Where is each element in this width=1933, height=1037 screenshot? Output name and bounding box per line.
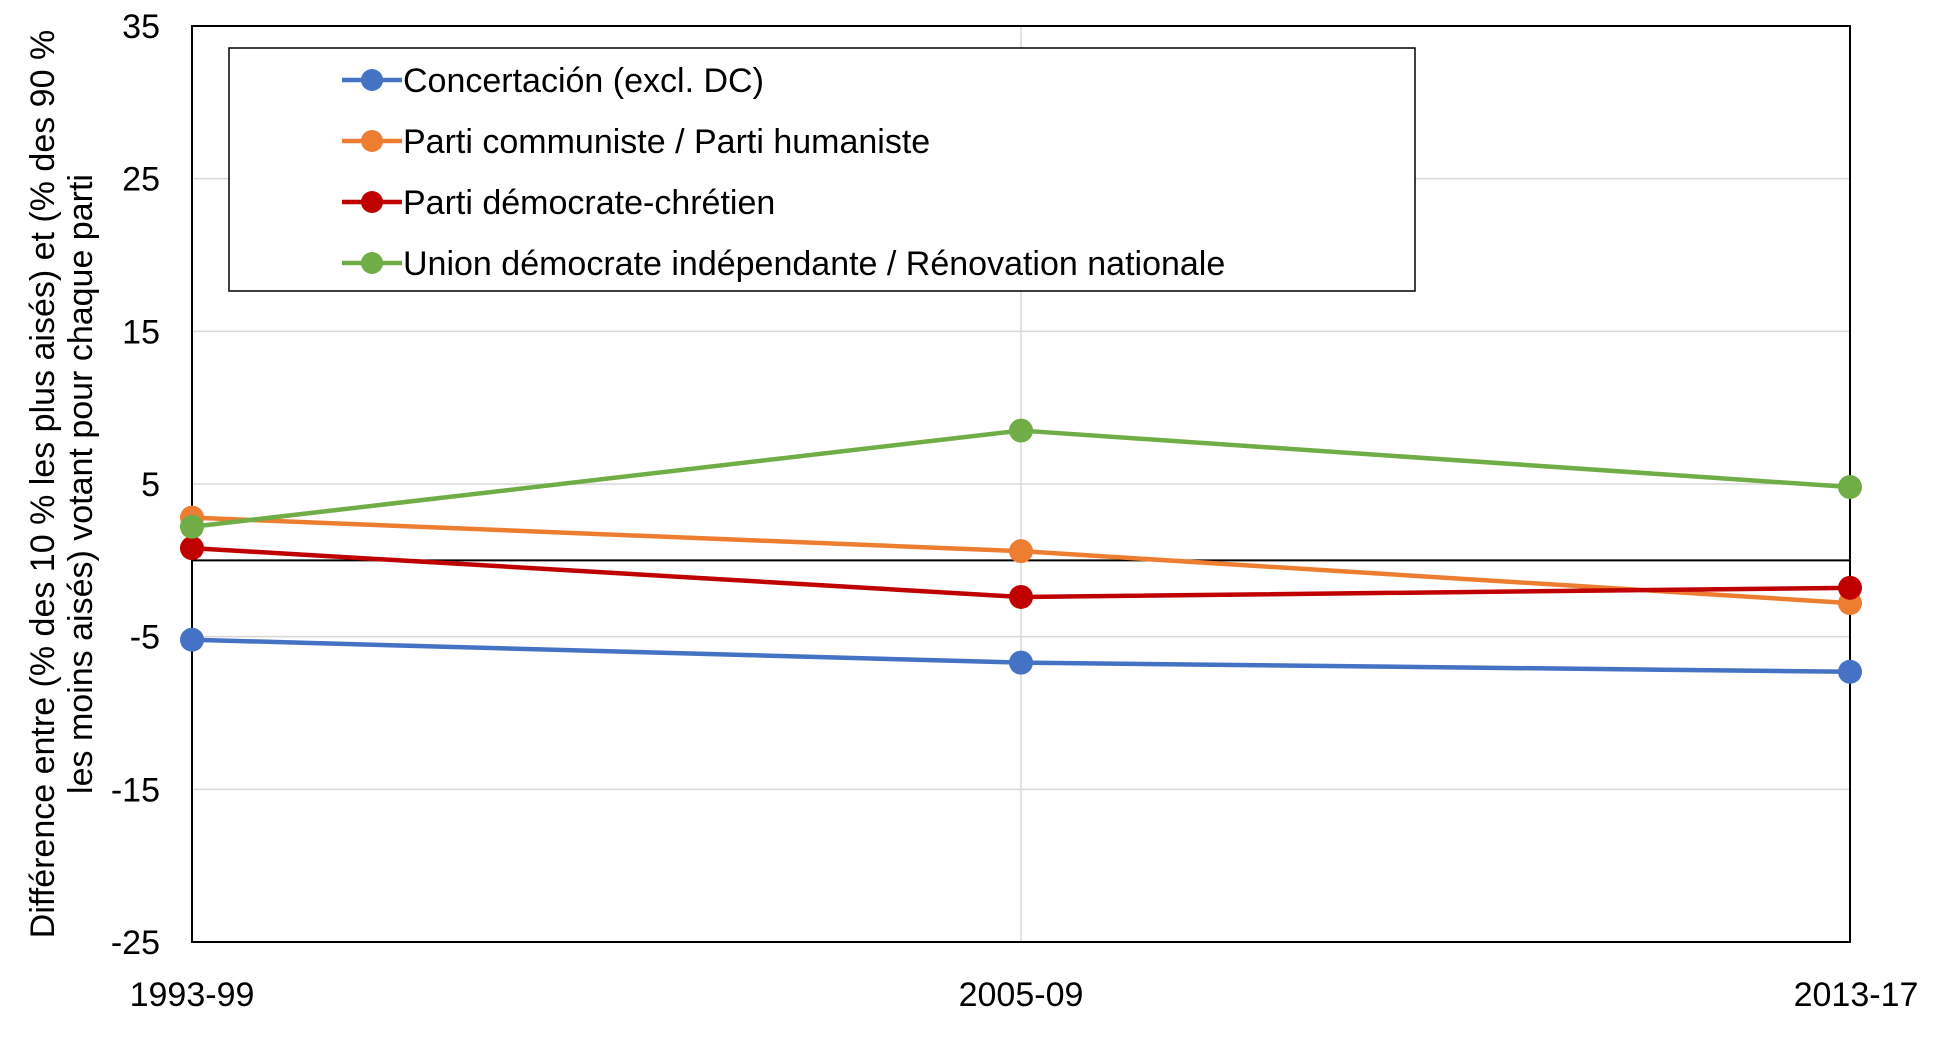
data-point: [1009, 418, 1033, 443]
legend-item: Union démocrate indépendante / Rénovatio…: [342, 245, 1225, 283]
data-point: [180, 536, 204, 561]
legend-label: Parti démocrate-chrétien: [403, 184, 775, 222]
data-point: [180, 514, 204, 539]
data-series: [180, 418, 1862, 684]
data-point: [1009, 650, 1033, 675]
data-point: [1838, 575, 1862, 600]
legend-label: Concertación (excl. DC): [403, 62, 764, 100]
x-axis-tick-labels: 1993-99 2005-09 2013-17: [130, 976, 1919, 1014]
legend-marker-swatch: [361, 69, 383, 91]
legend-marker-swatch: [361, 191, 383, 213]
y-tick-label: 5: [141, 466, 160, 504]
x-tick-label: 2013-17: [1794, 976, 1919, 1014]
y-axis-title-line2: les moins aisés) votant pour chaque part…: [62, 174, 100, 794]
y-tick-label: -25: [111, 924, 160, 962]
y-tick-label: -15: [111, 771, 160, 809]
legend-marker-swatch: [361, 252, 383, 274]
series-group: [180, 536, 1862, 609]
legend-item: Concertación (excl. DC): [342, 62, 764, 100]
data-point: [180, 627, 204, 652]
y-tick-label: -5: [130, 619, 160, 657]
legend-item: Parti communiste / Parti humaniste: [342, 123, 930, 161]
y-tick-label: 15: [122, 313, 160, 351]
y-axis-title-line1: Différence entre (% des 10 % les plus ai…: [24, 30, 62, 938]
legend: Concertación (excl. DC) Parti communiste …: [228, 47, 1416, 292]
series-group: [180, 627, 1862, 684]
data-point: [1838, 659, 1862, 684]
y-tick-label: 25: [122, 161, 160, 199]
x-tick-label: 1993-99: [130, 976, 255, 1014]
legend-label: Union démocrate indépendante / Rénovatio…: [403, 245, 1225, 283]
data-point: [1838, 475, 1862, 500]
y-tick-label: 35: [122, 8, 160, 46]
series-group: [180, 418, 1862, 539]
legend-label: Parti communiste / Parti humaniste: [403, 123, 930, 161]
x-tick-label: 2005-09: [959, 976, 1084, 1014]
data-point: [1009, 584, 1033, 609]
data-point: [1009, 539, 1033, 564]
y-axis-tick-labels: -25 -15 -5 5 15 25 35: [111, 8, 160, 962]
legend-item: Parti démocrate-chrétien: [342, 184, 775, 222]
legend-marker-swatch: [361, 130, 383, 152]
legend-box: [228, 47, 1416, 292]
